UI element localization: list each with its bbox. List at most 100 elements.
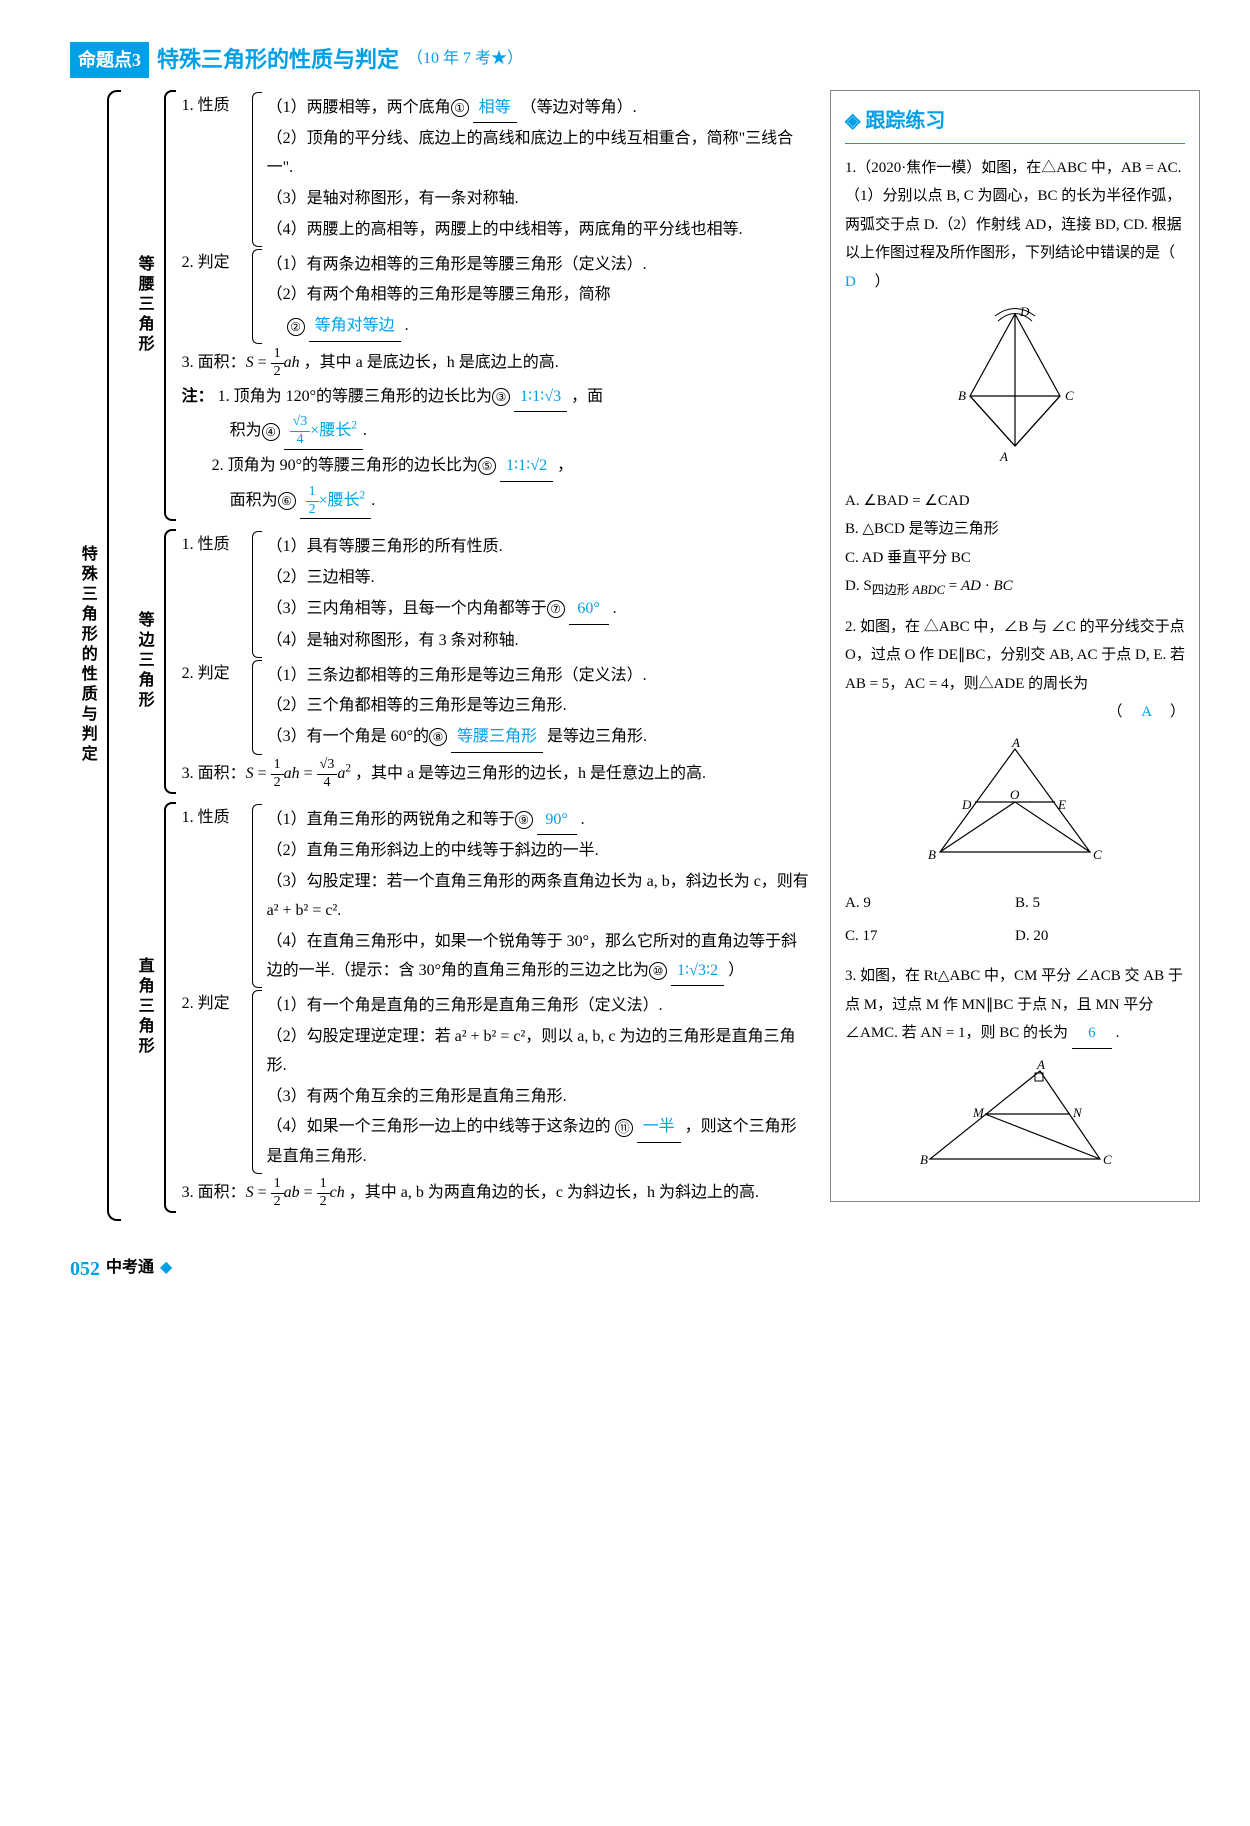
prop-label: 1. 性质 — [182, 804, 252, 989]
topic-badge: 命题点3 — [70, 42, 149, 78]
svg-text:E: E — [1057, 797, 1066, 812]
text-line: （1）有一个角是直角的三角形是直角三角形（定义法）. — [267, 992, 810, 1021]
text-line: （3）是轴对称图形，有一条对称轴. — [267, 185, 810, 214]
opt-b: B. 5 — [1015, 889, 1185, 918]
isosceles-label: 等腰三角形 — [127, 90, 160, 522]
text-line: （4）是轴对称图形，有 3 条对称轴. — [267, 627, 810, 656]
page-number: 052 — [70, 1251, 100, 1287]
text-line: （1）具有等腰三角形的所有性质. — [267, 533, 810, 562]
q3-figure: A M N B C — [845, 1059, 1185, 1180]
note-line: 积为④ √34×腰长2 . — [182, 414, 810, 450]
question-1: 1.（2020·焦作一模）如图，在△ABC 中，AB = AC.（1）分别以点 … — [845, 154, 1185, 603]
left-column: 特殊三角形的性质与判定 等腰三角形 1. 性质 （1）两腰相等，两个底角① 相等 — [70, 90, 810, 1221]
blank-3: 1∶1∶√3 — [514, 383, 567, 413]
svg-text:O: O — [1010, 787, 1020, 802]
text-line: （3）有两个角互余的三角形是直角三角形. — [267, 1083, 810, 1112]
text-line: （3）三内角相等，且每一个内角都等于⑦ 60° . — [267, 595, 810, 625]
svg-text:N: N — [1072, 1105, 1083, 1120]
svg-text:C: C — [1093, 847, 1102, 862]
svg-text:B: B — [928, 847, 936, 862]
area-line: 3. 面积：S = 12ah ，其中 a 是底边长，h 是底边上的高. — [182, 346, 810, 381]
svg-text:A: A — [1036, 1059, 1045, 1072]
blank-11: 一半 — [637, 1113, 681, 1143]
opt-d: D. S四边形 ABDC = AD · BC — [845, 572, 1185, 603]
brace-icon — [252, 249, 262, 344]
page-footer: 052 中考通 ◆ — [70, 1251, 1200, 1287]
question-2: 2. 如图，在 △ABC 中，∠B 与 ∠C 的平分线交于点 O，过点 O 作 … — [845, 613, 1185, 953]
brace-icon — [164, 529, 176, 793]
svg-text:A: A — [1011, 737, 1020, 750]
right-section: 直角三角形 1. 性质 （1）直角三角形的两锐角之和等于⑨ 90° . （2）直… — [127, 802, 810, 1213]
blank-7: 60° — [569, 595, 609, 625]
opt-c: C. 17 — [845, 922, 1015, 951]
area-line: 3. 面积：S = 12ab = 12ch ，其中 a, b 为两直角边的长，c… — [182, 1176, 810, 1211]
judge-label: 2. 判定 — [182, 249, 252, 344]
svg-text:A: A — [999, 449, 1008, 464]
svg-text:D: D — [1019, 306, 1030, 319]
note-line: 面积为⑥ 12×腰长2 . — [182, 484, 810, 520]
blank-8: 等腰三角形 — [451, 723, 543, 753]
text-line: （4）如果一个三角形一边上的中线等于这条边的 ⑪ 一半 ，则这个三角形是直角三角… — [267, 1113, 810, 1172]
text-line: （1）直角三角形的两锐角之和等于⑨ 90° . — [267, 806, 810, 836]
main-layout: 特殊三角形的性质与判定 等腰三角形 1. 性质 （1）两腰相等，两个底角① 相等 — [70, 90, 1200, 1221]
text-line: （4）在直角三角形中，如果一个锐角等于 30°，那么它所对的直角边等于斜边的一半… — [267, 928, 810, 987]
question-3: 3. 如图，在 Rt△ABC 中，CM 平分 ∠ACB 交 AB 于点 M，过点… — [845, 962, 1185, 1179]
practice-title: 跟踪练习 — [845, 103, 1185, 144]
blank-10: 1∶√3∶2 — [671, 957, 724, 987]
isosceles-section: 等腰三角形 1. 性质 （1）两腰相等，两个底角① 相等 （等边对等角）. （2… — [127, 90, 810, 522]
blank-1: 相等 — [473, 94, 517, 124]
q1-figure: B C A D — [845, 306, 1185, 477]
topic-subtitle: （10 年 7 考★） — [407, 45, 523, 74]
footer-text: 中考通 — [106, 1254, 154, 1283]
footer-icon: ◆ — [160, 1254, 172, 1283]
svg-text:C: C — [1103, 1152, 1112, 1167]
opt-d: D. 20 — [1015, 922, 1185, 951]
brace-icon — [252, 92, 262, 247]
equilateral-label: 等边三角形 — [127, 529, 160, 793]
brace-icon — [164, 802, 176, 1213]
text-line: （3）有一个角是 60°的⑧ 等腰三角形 是等边三角形. — [267, 723, 810, 753]
brace-icon — [164, 90, 176, 522]
q3-answer: 6 — [1072, 1019, 1112, 1049]
svg-text:M: M — [972, 1105, 985, 1120]
practice-panel: 跟踪练习 1.（2020·焦作一模）如图，在△ABC 中，AB = AC.（1）… — [830, 90, 1200, 1203]
text-line: （2）直角三角形斜边上的中线等于斜边的一半. — [267, 837, 810, 866]
prop-label: 1. 性质 — [182, 92, 252, 247]
outer-label: 特殊三角形的性质与判定 — [70, 90, 103, 1221]
section-header: 命题点3 特殊三角形的性质与判定 （10 年 7 考★） — [70, 40, 1200, 80]
brace-icon — [252, 660, 262, 755]
area-line: 3. 面积：S = 12ah = √34a2 ，其中 a 是等边三角形的边长，h… — [182, 757, 810, 792]
svg-text:B: B — [920, 1152, 928, 1167]
outer-brace — [107, 90, 121, 1221]
note-line: 2. 顶角为 90°的等腰三角形的边长比为⑤ 1∶1∶√2 ， — [182, 452, 810, 482]
svg-text:D: D — [961, 797, 972, 812]
text-line: （2）三个角都相等的三角形是等边三角形. — [267, 692, 810, 721]
q2-answer: A — [1141, 704, 1151, 720]
blank-2: 等角对等边 — [309, 312, 401, 342]
text-line: （3）勾股定理：若一个直角三角形的两条直角边长为 a, b，斜边长为 c，则有 … — [267, 868, 810, 926]
text-line: （1）有两条边相等的三角形是等腰三角形（定义法）. — [267, 251, 810, 280]
text-line: （2）三边相等. — [267, 564, 810, 593]
opt-a: A. 9 — [845, 889, 1015, 918]
blank-6: 12×腰长2 — [300, 484, 372, 520]
blank-5: 1∶1∶√2 — [500, 452, 553, 482]
note-line: 注： 1. 顶角为 120°的等腰三角形的边长比为③ 1∶1∶√3 ，面 — [182, 383, 810, 413]
svg-text:B: B — [958, 388, 966, 403]
text-line: （2）有两个角相等的三角形是等腰三角形，简称 — [267, 281, 810, 310]
brace-icon — [252, 531, 262, 657]
text-line: （2）顶角的平分线、底边上的高线和底边上的中线互相重合，简称"三线合一". — [267, 125, 810, 183]
text-line: ② 等角对等边 . — [267, 312, 810, 342]
q1-answer: D — [845, 274, 856, 290]
brace-icon — [252, 990, 262, 1174]
opt-a: A. ∠BAD = ∠CAD — [845, 487, 1185, 516]
text-line: （1）两腰相等，两个底角① 相等 （等边对等角）. — [267, 94, 810, 124]
opt-c: C. AD 垂直平分 BC — [845, 544, 1185, 573]
judge-label: 2. 判定 — [182, 660, 252, 755]
blank-9: 90° — [537, 806, 577, 836]
topic-title: 特殊三角形的性质与判定 — [157, 40, 399, 80]
q2-figure: A D E O B C — [845, 737, 1185, 878]
equilateral-section: 等边三角形 1. 性质 （1）具有等腰三角形的所有性质. （2）三边相等. （3… — [127, 529, 810, 793]
judge-label: 2. 判定 — [182, 990, 252, 1174]
opt-b: B. △BCD 是等边三角形 — [845, 515, 1185, 544]
text-line: （2）勾股定理逆定理：若 a² + b² = c²，则以 a, b, c 为边的… — [267, 1023, 810, 1081]
